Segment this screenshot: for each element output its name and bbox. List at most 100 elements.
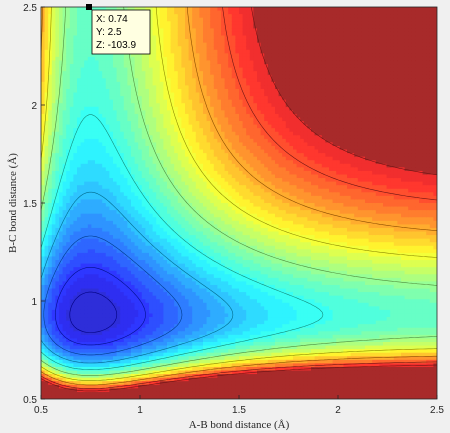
surface-cell [149,7,154,12]
surface-cell [69,210,74,215]
surface-cell [69,85,74,90]
surface-cell [188,249,193,254]
surface-cell [41,174,46,179]
surface-cell [131,370,136,375]
surface-cell [120,256,125,261]
surface-cell [145,306,150,311]
surface-cell [66,363,71,368]
surface-cell [163,309,168,315]
surface-cell [138,245,143,250]
surface-cell [51,363,56,368]
surface-cell [98,245,103,250]
surface-cell [177,185,182,190]
surface-cell [159,320,164,325]
surface-cell [55,14,60,19]
surface-cell [203,39,208,44]
surface-cell [73,277,78,282]
surface-cell [66,92,71,97]
surface-cell [48,363,53,368]
surface-cell [192,391,197,397]
surface-cell [73,395,78,399]
surface-cell [102,320,107,325]
surface-cell [163,153,168,158]
surface-cell [87,217,92,222]
surface-cell [95,299,100,304]
surface-cell [120,138,125,144]
surface-cell [181,17,186,22]
surface-cell [149,181,154,186]
surface-cell [141,267,146,272]
surface-cell [59,381,64,386]
surface-cell [91,388,96,393]
surface-cell [152,24,157,29]
surface-cell [44,170,49,176]
surface-cell [145,288,150,293]
surface-cell [156,178,161,183]
surface-cell [199,185,204,190]
surface-cell [87,281,92,286]
surface-cell [66,78,71,83]
surface-cell [192,199,197,204]
surface-cell [170,195,175,201]
surface-cell [116,170,121,176]
surface-cell [127,174,132,179]
surface-cell [127,199,132,204]
surface-cell [41,224,46,229]
surface-cell [109,309,114,315]
surface-cell [73,238,78,243]
surface-cell [174,217,179,222]
surface-cell [109,377,114,382]
surface-cell [95,281,100,286]
surface-cell [167,110,172,115]
surface-cell [95,170,100,176]
surface-cell [77,374,82,379]
surface-cell [199,128,204,133]
surface-cell [149,153,154,158]
surface-cell [134,331,139,336]
surface-cell [181,203,186,208]
surface-cell [141,260,146,265]
surface-cell [51,338,56,343]
surface-cell [192,49,197,54]
surface-cell [84,21,89,26]
surface-cell [84,145,89,151]
surface-cell [170,324,175,329]
surface-cell [69,324,74,329]
surface-cell [95,149,100,154]
surface-cell [109,260,114,265]
surface-cell [152,231,157,236]
surface-cell [141,106,146,111]
surface-cell [62,302,67,307]
surface-cell [185,391,190,397]
surface-cell [95,331,100,336]
surface-cell [203,103,208,108]
surface-cell [192,270,197,275]
surface-cell [59,363,64,368]
surface-cell [113,217,118,222]
surface-cell [159,24,164,29]
surface-cell [156,327,161,332]
surface-cell [174,245,179,250]
surface-cell [123,384,128,389]
surface-cell [62,338,67,343]
surface-cell [113,170,118,176]
surface-cell [102,92,107,97]
surface-cell [134,324,139,329]
surface-cell [80,320,85,325]
surface-cell [62,85,67,90]
surface-cell [66,370,71,375]
surface-cell [41,31,46,37]
surface-cell [123,181,128,186]
surface-cell [188,331,193,336]
surface-cell [127,192,132,197]
surface-cell [59,338,64,343]
surface-cell [188,78,193,83]
surface-cell [123,78,128,83]
surface-cell [170,217,175,222]
surface-cell [145,71,150,76]
surface-cell [51,170,56,176]
surface-cell [59,35,64,40]
surface-cell [55,46,60,51]
surface-cell [188,384,193,389]
surface-cell [109,145,114,151]
